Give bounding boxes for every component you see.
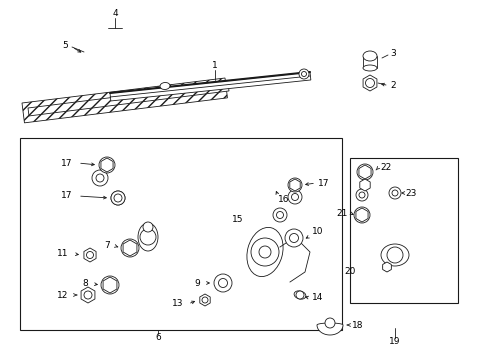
Circle shape [289,234,298,243]
Circle shape [218,279,227,288]
Circle shape [382,263,390,271]
Polygon shape [22,78,227,123]
Circle shape [121,239,139,257]
Polygon shape [359,179,369,191]
Text: 21: 21 [336,210,347,219]
Circle shape [142,222,153,232]
Text: 17: 17 [61,192,72,201]
Circle shape [125,243,134,252]
Polygon shape [123,240,137,256]
Circle shape [287,178,302,192]
Text: 10: 10 [311,228,323,237]
Bar [20,138,341,330]
Text: 8: 8 [82,279,88,288]
Text: 13: 13 [171,300,183,309]
Circle shape [291,194,298,201]
Circle shape [202,297,207,303]
Polygon shape [316,323,342,335]
Text: 5: 5 [62,41,68,50]
Ellipse shape [362,65,376,71]
Text: 23: 23 [404,189,415,198]
Circle shape [214,274,231,292]
Circle shape [360,167,369,176]
Circle shape [140,229,156,245]
Text: 16: 16 [278,195,289,204]
Circle shape [325,318,334,328]
Text: 2: 2 [389,81,395,90]
Circle shape [290,181,298,189]
Circle shape [355,189,367,201]
Circle shape [301,72,306,77]
Text: 22: 22 [379,163,390,172]
Text: 3: 3 [389,49,395,58]
Circle shape [96,174,104,182]
Circle shape [356,164,372,180]
Text: 11: 11 [57,249,68,258]
Circle shape [386,247,402,263]
Circle shape [114,194,122,202]
Polygon shape [200,294,210,306]
Circle shape [114,194,121,202]
Ellipse shape [293,291,305,299]
Polygon shape [289,179,300,191]
Polygon shape [28,83,228,116]
Circle shape [298,69,308,79]
Polygon shape [81,287,95,303]
Text: 18: 18 [351,320,363,329]
Circle shape [92,170,108,186]
Circle shape [105,280,114,289]
Polygon shape [355,208,367,222]
Circle shape [287,190,302,204]
Circle shape [111,191,125,205]
Bar [349,158,457,303]
Circle shape [84,291,92,299]
Circle shape [276,211,283,219]
Ellipse shape [380,244,408,266]
Circle shape [86,252,93,258]
Circle shape [101,276,119,294]
Polygon shape [382,262,390,272]
Ellipse shape [362,51,376,61]
Text: 17: 17 [61,158,72,167]
Text: 6: 6 [155,333,161,342]
Circle shape [285,229,303,247]
Circle shape [391,190,397,196]
Polygon shape [84,248,96,262]
Circle shape [365,78,374,87]
Polygon shape [103,277,117,293]
Text: 19: 19 [388,338,400,346]
Circle shape [357,211,366,220]
Circle shape [99,157,115,173]
Text: 14: 14 [311,293,323,302]
Circle shape [259,246,270,258]
Circle shape [358,192,364,198]
Text: 7: 7 [104,242,110,251]
Text: 4: 4 [112,9,118,18]
Ellipse shape [160,82,170,90]
Polygon shape [110,72,310,101]
Ellipse shape [138,223,158,251]
Polygon shape [362,75,376,91]
Polygon shape [358,165,370,179]
Circle shape [388,187,400,199]
Circle shape [111,191,125,205]
Text: 9: 9 [194,279,200,288]
Text: 20: 20 [344,267,355,276]
Ellipse shape [246,228,283,276]
Text: 12: 12 [57,291,68,300]
Circle shape [295,291,304,299]
Text: 17: 17 [317,179,329,188]
Circle shape [272,208,286,222]
Polygon shape [101,158,113,172]
Circle shape [250,238,279,266]
Circle shape [353,207,369,223]
Text: 1: 1 [212,62,218,71]
Circle shape [102,161,111,170]
Text: 15: 15 [231,216,243,225]
